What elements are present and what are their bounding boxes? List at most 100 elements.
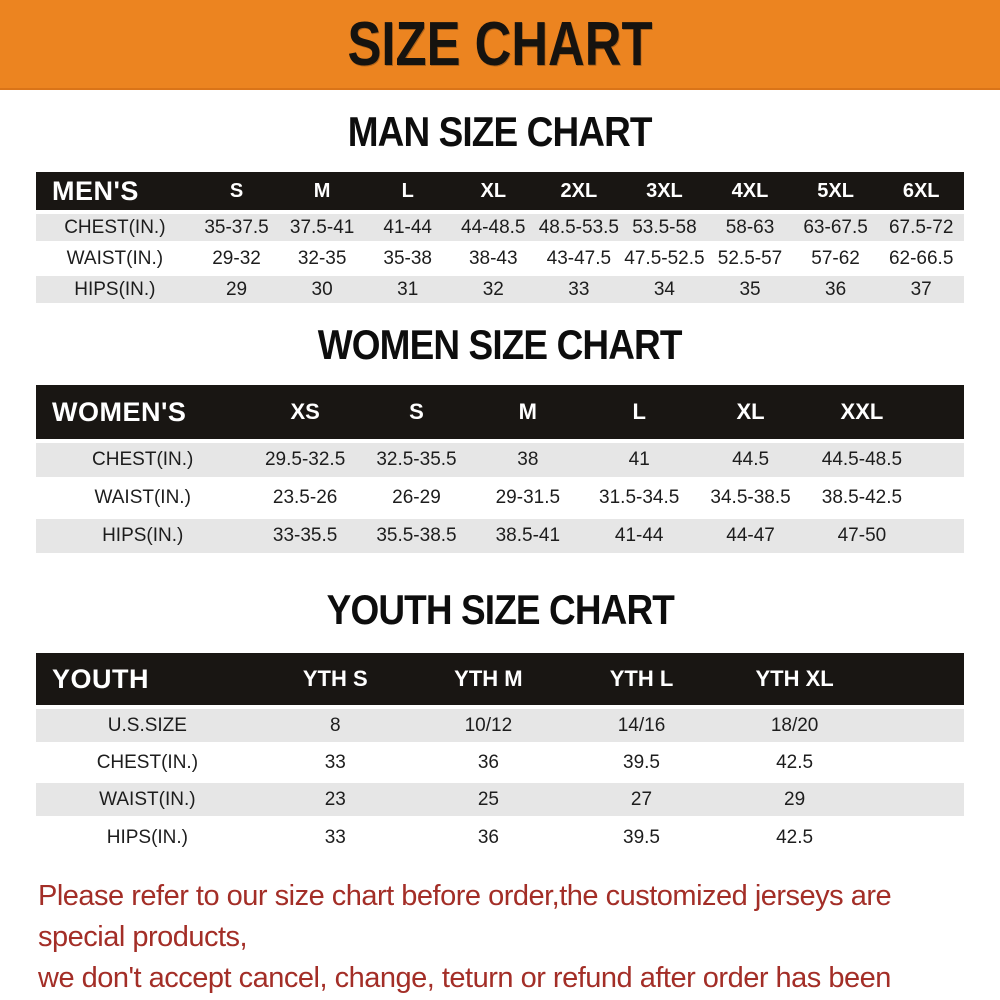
size-value-cell: 36 (477, 826, 499, 848)
size-value-cell: 67.5-72 (888, 216, 954, 238)
size-value-cell: 44.5-48.5 (821, 449, 903, 470)
size-value-cell: 41-44 (614, 525, 664, 546)
size-value-cell: 52.5-57 (717, 247, 783, 269)
size-value-cell: 23 (324, 788, 346, 810)
size-value-cell: 36 (825, 278, 847, 300)
size-value-cell: 42.5 (776, 751, 814, 773)
row-filler-cell (918, 441, 964, 479)
size-value-cell: 32-35 (297, 247, 347, 269)
row-label: HIPS(IN.) (102, 525, 184, 546)
table-row: HIPS(IN.) 33-35.5 35.5-38.5 38.5-41 41-44 44-… (36, 517, 964, 555)
row-filler-cell (871, 707, 964, 744)
size-column-header: XS (249, 385, 361, 441)
size-column-header: M (472, 385, 584, 441)
man-size-table: MEN'S S M L XL 2XL 3XL 4XL 5XL 6XL CHEST(IN.) 35-37… (36, 172, 964, 307)
size-value-cell: 14/16 (617, 714, 666, 736)
row-label: HIPS(IN.) (106, 826, 188, 848)
row-label: HIPS(IN.) (74, 278, 156, 300)
size-value-cell: 44.5 (732, 449, 770, 470)
size-value-cell: 38 (517, 449, 539, 470)
man-size-table-grid: MEN'S S M L XL 2XL 3XL 4XL 5XL 6XL CHEST(IN.) 35-37… (36, 172, 964, 307)
size-value-cell: 47-50 (837, 525, 887, 546)
size-column-header: S (193, 172, 280, 212)
table-header-group-label: YOUTH (36, 653, 259, 707)
youth-size-table-grid: YOUTH YTH S YTH M YTH L YTH XL U.S.SIZE 8 10/12… (36, 653, 964, 855)
size-chart-title: SIZE CHART (347, 9, 653, 79)
youth-size-chart-heading-text: YOUTH SIZE CHART (326, 586, 674, 633)
size-value-cell: 29 (784, 788, 806, 810)
size-column-header: 2XL (536, 172, 622, 212)
table-row: HIPS(IN.) 29 30 31 32 33 34 35 36 37 (36, 274, 964, 305)
youth-size-table: YOUTH YTH S YTH M YTH L YTH XL U.S.SIZE 8 10/12… (36, 653, 964, 855)
size-value-cell: 33 (568, 278, 590, 300)
header-filler-cell (871, 653, 964, 707)
man-size-chart-heading-text: MAN SIZE CHART (348, 108, 653, 155)
size-value-cell: 33-35.5 (272, 525, 338, 546)
size-column-header: XL (694, 385, 807, 441)
size-table-header-row: YOUTH YTH S YTH M YTH L YTH XL (36, 653, 964, 707)
size-value-cell: 35-37.5 (204, 216, 269, 238)
table-header-group-label: MEN'S (36, 172, 194, 212)
size-value-cell: 62-66.5 (888, 247, 954, 269)
disclaimer-line-1: Please refer to our size chart before or… (38, 880, 892, 953)
size-value-cell: 33 (324, 826, 346, 848)
size-value-cell: 39.5 (623, 751, 660, 773)
row-label: WAIST(IN.) (99, 788, 196, 810)
size-column-header: 6XL (878, 172, 964, 212)
size-value-cell: 43-47.5 (546, 247, 612, 269)
size-value-cell: 37.5-41 (289, 216, 355, 238)
size-value-cell: 57-62 (811, 247, 860, 269)
table-header-group-label: WOMEN'S (36, 385, 250, 441)
table-row: WAIST(IN.) 23.5-26 26-29 29-31.5 31.5-34.5 34… (36, 479, 964, 517)
size-value-cell: 63-67.5 (803, 216, 868, 238)
size-value-cell: 31.5-34.5 (599, 487, 680, 508)
size-value-cell: 34.5-38.5 (710, 487, 791, 508)
women-size-chart-heading-text: WOMEN SIZE CHART (318, 321, 683, 368)
row-label: CHEST(IN.) (96, 751, 199, 773)
size-value-cell: 27 (630, 788, 653, 810)
size-value-cell: 8 (329, 714, 341, 736)
man-size-chart-heading: MAN SIZE CHART (0, 111, 1000, 153)
table-row: WAIST(IN.) 23 25 27 29 (36, 781, 964, 818)
size-value-cell: 39.5 (623, 826, 660, 848)
size-value-cell: 29.5-32.5 (264, 449, 346, 470)
size-column-header: XL (450, 172, 537, 212)
size-value-cell: 36 (477, 751, 499, 773)
size-column-header: L (583, 385, 695, 441)
table-row: WAIST(IN.) 29-32 32-35 35-38 38-43 43-47.5 47.… (36, 243, 964, 274)
size-value-cell: 23.5-26 (272, 487, 338, 508)
row-label: WAIST(IN.) (66, 247, 164, 269)
size-column-header: XXL (806, 385, 918, 441)
table-row: CHEST(IN.) 33 36 39.5 42.5 (36, 744, 964, 781)
size-value-cell: 33 (324, 751, 346, 773)
size-value-cell: 25 (477, 788, 499, 810)
size-column-header: YTH L (564, 653, 719, 707)
row-filler-cell (918, 517, 964, 555)
table-row: CHEST(IN.) 29.5-32.5 32.5-35.5 38 41 44.5 44.5… (36, 441, 964, 479)
size-value-cell: 42.5 (776, 826, 814, 848)
size-value-cell: 10/12 (464, 714, 513, 736)
row-filler-cell (871, 818, 964, 855)
size-value-cell: 35-38 (383, 247, 432, 269)
row-filler-cell (871, 781, 964, 818)
size-value-cell: 37 (910, 278, 932, 300)
size-value-cell: 26-29 (392, 487, 441, 508)
table-row: HIPS(IN.) 33 36 39.5 42.5 (36, 818, 964, 855)
size-value-cell: 30 (311, 278, 333, 300)
size-table-header-row: WOMEN'S XS S M L XL XXL (36, 385, 964, 441)
size-value-cell: 34 (653, 278, 675, 300)
size-value-cell: 38.5-42.5 (821, 487, 903, 508)
women-size-table-grid: WOMEN'S XS S M L XL XXL CHEST(IN.) 29.5-32.5 32.5… (36, 385, 964, 557)
size-value-cell: 29-31.5 (495, 487, 561, 508)
size-column-header: M (279, 172, 365, 212)
header-filler-cell (917, 385, 964, 441)
size-value-cell: 35 (739, 278, 761, 300)
disclaimer-text: Please refer to our size chart before or… (38, 876, 980, 1000)
row-filler-cell (918, 479, 964, 517)
size-value-cell: 31 (397, 278, 419, 300)
size-chart-banner: SIZE CHART (0, 0, 1000, 90)
size-column-header: 5XL (792, 172, 879, 212)
size-column-header: L (364, 172, 451, 212)
size-value-cell: 41-44 (383, 216, 432, 238)
size-value-cell: 38.5-41 (495, 525, 561, 546)
